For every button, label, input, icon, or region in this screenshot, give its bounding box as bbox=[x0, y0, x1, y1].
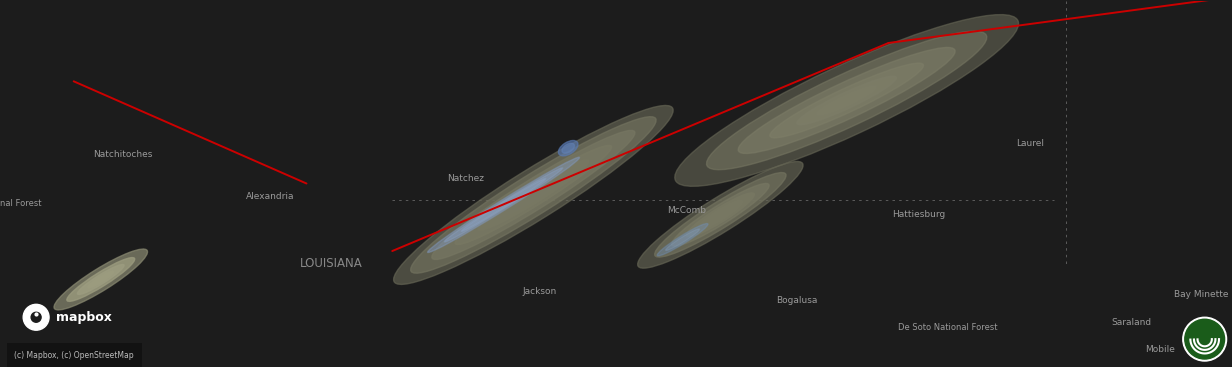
Ellipse shape bbox=[654, 172, 786, 257]
Circle shape bbox=[31, 312, 41, 322]
Text: Laurel: Laurel bbox=[1016, 139, 1045, 148]
Ellipse shape bbox=[455, 145, 611, 244]
Ellipse shape bbox=[675, 15, 1019, 186]
Ellipse shape bbox=[498, 172, 569, 218]
Ellipse shape bbox=[558, 141, 578, 156]
Ellipse shape bbox=[54, 249, 148, 310]
Text: Mobile: Mobile bbox=[1146, 345, 1175, 354]
Circle shape bbox=[23, 304, 49, 330]
Ellipse shape bbox=[671, 184, 769, 246]
Ellipse shape bbox=[797, 76, 897, 125]
Ellipse shape bbox=[817, 86, 876, 115]
Ellipse shape bbox=[67, 258, 134, 301]
Text: Bay Minette: Bay Minette bbox=[1174, 290, 1228, 299]
Text: Natchitoches: Natchitoches bbox=[92, 150, 153, 159]
Ellipse shape bbox=[770, 63, 924, 138]
Text: De Soto National Forest: De Soto National Forest bbox=[898, 323, 997, 332]
Ellipse shape bbox=[699, 200, 743, 229]
Ellipse shape bbox=[520, 186, 547, 204]
Ellipse shape bbox=[686, 193, 754, 237]
Ellipse shape bbox=[638, 161, 803, 268]
Text: Hattiesburg: Hattiesburg bbox=[892, 210, 946, 219]
Circle shape bbox=[1185, 319, 1225, 359]
Ellipse shape bbox=[96, 277, 105, 282]
Ellipse shape bbox=[526, 190, 541, 200]
Ellipse shape bbox=[432, 130, 634, 259]
Ellipse shape bbox=[428, 157, 579, 252]
Text: mapbox: mapbox bbox=[55, 311, 112, 324]
Ellipse shape bbox=[410, 117, 657, 273]
Text: nal Forest: nal Forest bbox=[0, 199, 42, 208]
Circle shape bbox=[1183, 317, 1227, 361]
Text: Alexandria: Alexandria bbox=[245, 192, 294, 201]
Ellipse shape bbox=[665, 229, 700, 250]
Ellipse shape bbox=[78, 265, 124, 294]
Ellipse shape bbox=[513, 181, 554, 208]
Text: Bogalusa: Bogalusa bbox=[776, 296, 817, 305]
Ellipse shape bbox=[562, 143, 574, 153]
Ellipse shape bbox=[478, 160, 589, 230]
Ellipse shape bbox=[461, 178, 546, 231]
Ellipse shape bbox=[738, 47, 955, 153]
Ellipse shape bbox=[445, 168, 563, 242]
Text: McComb: McComb bbox=[667, 206, 706, 215]
Ellipse shape bbox=[657, 224, 708, 256]
Text: Natchez: Natchez bbox=[447, 174, 484, 182]
Text: Saraland: Saraland bbox=[1111, 318, 1151, 327]
Ellipse shape bbox=[712, 210, 728, 220]
Ellipse shape bbox=[707, 206, 734, 224]
Text: (c) Mapbox, (c) OpenStreetMap: (c) Mapbox, (c) OpenStreetMap bbox=[15, 351, 134, 360]
Ellipse shape bbox=[393, 105, 673, 284]
Ellipse shape bbox=[716, 212, 724, 218]
Ellipse shape bbox=[95, 275, 107, 284]
Text: LOUISIANA: LOUISIANA bbox=[299, 257, 362, 270]
Ellipse shape bbox=[830, 92, 862, 109]
Ellipse shape bbox=[706, 31, 987, 170]
Text: Jackson: Jackson bbox=[522, 287, 557, 296]
Ellipse shape bbox=[87, 271, 113, 288]
